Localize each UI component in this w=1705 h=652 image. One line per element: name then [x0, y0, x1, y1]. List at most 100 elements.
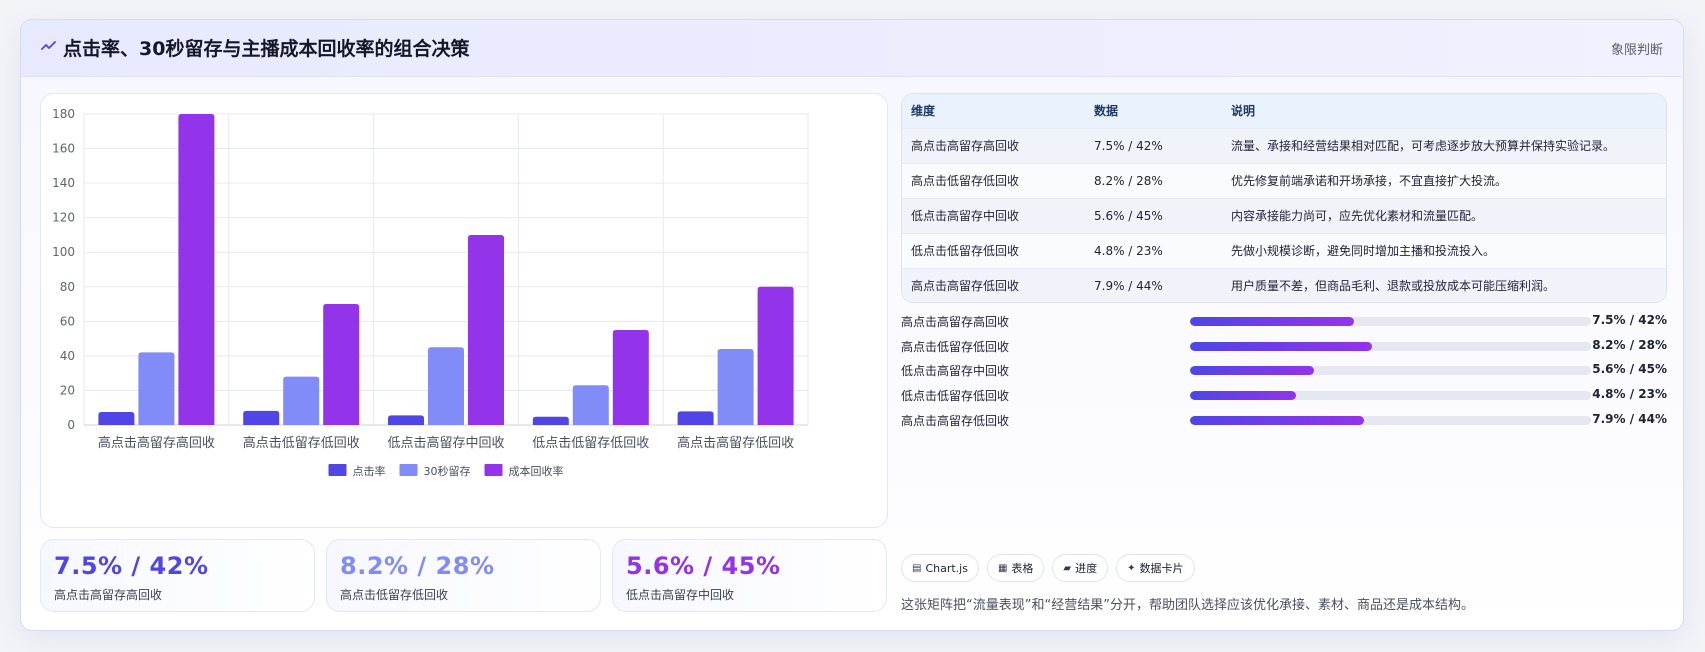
progress-track: [1190, 415, 1591, 425]
table-cell: 高点击低留存低回收: [902, 162, 1085, 198]
table-cell: 5.6% / 45%: [1085, 197, 1222, 233]
stat-card: 7.5% / 42% 高点击高留存高回收: [40, 539, 315, 612]
bar: [572, 385, 609, 425]
table-icon: ▦: [997, 562, 1008, 574]
decision-table: 维度 数据 说明 高点击高留存高回收 7.5% / 42% 流量、承接和经营结果…: [901, 93, 1667, 303]
stat-card: 8.2% / 28% 高点击低留存低回收: [326, 539, 601, 612]
progress-value: 4.8% / 23%: [1592, 387, 1667, 402]
progress-fill: [1190, 341, 1373, 351]
progress-value: 5.6% / 45%: [1592, 362, 1667, 377]
y-tick-label: 180: [52, 107, 75, 121]
progress-track: [1190, 341, 1591, 351]
bar: [428, 347, 464, 425]
stat-label: 低点击高留存中回收: [626, 588, 735, 602]
progress-row: 高点击低留存低回收 8.2% / 28%: [901, 337, 1667, 362]
x-tick-label: 低点击高留存中回收: [387, 435, 504, 451]
progress-fill: [1190, 366, 1315, 376]
legend-swatch: [328, 464, 347, 476]
progress-value: 7.5% / 42%: [1592, 313, 1667, 327]
legend-label: 30秒留存: [424, 464, 471, 478]
table-cell: 4.8% / 23%: [1085, 232, 1222, 268]
stat-value: 5.6% / 45%: [626, 552, 781, 580]
bar: [612, 329, 649, 425]
column-header: 数据: [1094, 104, 1119, 119]
progress-row: 低点击低留存低回收 4.8% / 23%: [901, 386, 1667, 411]
progress-label: 高点击高留存低回收: [901, 413, 1010, 428]
table-row: 高点击高留存高回收 7.5% / 42% 流量、承接和经营结果相对匹配，可考虑逐…: [902, 127, 1666, 163]
chip-row: ▤ Chart.js ▦ 表格 ▰ 进度 ✦ 数据卡片: [901, 554, 1195, 582]
progress-track: [1190, 391, 1591, 401]
table-cell: 8.2% / 28%: [1085, 162, 1222, 198]
table-cell: 7.9% / 44%: [1085, 267, 1222, 302]
legend-label: 成本回收率: [509, 464, 564, 478]
bar: [468, 234, 504, 425]
chip-chartjs[interactable]: ▤ Chart.js: [901, 554, 979, 582]
y-tick-label: 160: [52, 142, 75, 156]
table-cell: 高点击高留存高回收: [902, 127, 1085, 163]
column-header: 维度: [911, 104, 936, 119]
progress-list: 高点击高留存高回收 7.5% / 42% 高点击低留存低回收 8.2% / 28…: [901, 312, 1667, 435]
x-tick-label: 高点击高留存高回收: [98, 435, 215, 451]
table-row: 低点击高留存中回收 5.6% / 45% 内容承接能力尚可，应先优化素材和流量匹…: [902, 197, 1666, 233]
legend-label: 点击率: [353, 464, 386, 478]
chip-label: 表格: [1011, 562, 1034, 575]
table-cell: 低点击低留存低回收: [902, 232, 1085, 268]
trend-line-icon: [41, 41, 56, 50]
chip-label: 数据卡片: [1139, 562, 1184, 575]
progress-row: 高点击高留存高回收 7.5% / 42%: [901, 312, 1667, 337]
stat-value: 8.2% / 28%: [340, 552, 495, 580]
bar: [757, 286, 794, 425]
chip-progress[interactable]: ▰ 进度: [1052, 554, 1109, 582]
card-header: 点击率、30秒留存与主播成本回收率的组合决策 象限判断: [21, 20, 1683, 77]
legend-swatch: [484, 464, 503, 476]
bar-chart: 0 20 40 60 80 100 120 140 160 180 高点击高留存高回收 高点击低留存低…: [52, 107, 809, 478]
bar: [178, 114, 215, 425]
stat-label: 高点击低留存低回收: [340, 588, 449, 602]
stat-card: 5.6% / 45% 低点击高留存中回收: [612, 539, 887, 612]
table-cell: 低点击高留存中回收: [902, 197, 1085, 233]
bar: [532, 416, 569, 425]
progress-label: 低点击低留存低回收: [901, 389, 1010, 404]
chart-panel: 0 20 40 60 80 100 120 140 160 180 高点击高留存高回收 高点击低留存低…: [40, 93, 888, 528]
chip-label: Chart.js: [925, 561, 968, 575]
y-tick-label: 80: [60, 280, 75, 294]
progress-row: 高点击高留存低回收 7.9% / 44%: [901, 411, 1667, 436]
bar: [323, 304, 360, 425]
chip-table[interactable]: ▦ 表格: [986, 554, 1045, 582]
table-cell: 用户质量不差，但商品毛利、退款或投放成本可能压缩利润。: [1222, 267, 1666, 302]
table-cell: 高点击高留存低回收: [902, 267, 1085, 302]
footnote: 这张矩阵把“流量表现”和“经营结果”分开，帮助团队选择应该优化承接、素材、商品还…: [901, 598, 1474, 613]
table-cell: 内容承接能力尚可，应先优化素材和流量匹配。: [1222, 197, 1666, 233]
bar: [138, 352, 175, 425]
dashboard-card: 点击率、30秒留存与主播成本回收率的组合决策 象限判断 0 20 40 60 80 100…: [20, 19, 1684, 631]
x-tick-label: 高点击高留存低回收: [677, 435, 794, 451]
progress-row: 低点击高留存中回收 5.6% / 45%: [901, 361, 1667, 386]
table-row: 高点击高留存低回收 7.9% / 44% 用户质量不差，但商品毛利、退款或投放成…: [902, 267, 1666, 302]
sparkle-icon: ✦: [1127, 562, 1136, 574]
table-header-row: 维度 数据 说明: [902, 94, 1666, 128]
stat-value: 7.5% / 42%: [54, 552, 209, 580]
progress-label: 高点击低留存低回收: [901, 339, 1010, 354]
column-header: 说明: [1231, 104, 1256, 119]
table-cell: 优先修复前端承诺和开场承接，不宜直接扩大投流。: [1222, 162, 1666, 198]
stat-label: 高点击高留存高回收: [54, 588, 163, 602]
progress-fill: [1190, 415, 1365, 425]
bar: [243, 410, 280, 425]
table-cell: 先做小规模诊断，避免同时增加主播和投流投入。: [1222, 232, 1666, 268]
legend-swatch: [399, 464, 418, 476]
progress-fill: [1190, 317, 1355, 326]
y-tick-label: 120: [52, 211, 75, 225]
bar: [677, 411, 714, 425]
chart-icon: ▤: [912, 562, 922, 574]
table-row: 高点击低留存低回收 8.2% / 28% 优先修复前端承诺和开场承接，不宜直接扩…: [902, 162, 1666, 198]
x-tick-label: 低点击低留存低回收: [532, 436, 649, 451]
y-tick-label: 20: [60, 383, 75, 397]
chip-data-card[interactable]: ✦ 数据卡片: [1116, 554, 1195, 582]
x-tick-label: 高点击低留存低回收: [243, 435, 360, 451]
y-tick-label: 100: [52, 245, 75, 259]
bar: [388, 415, 424, 425]
progress-icon: ▰: [1063, 562, 1072, 574]
table-cell: 7.5% / 42%: [1085, 127, 1222, 163]
progress-value: 8.2% / 28%: [1592, 337, 1667, 352]
y-tick-label: 60: [60, 314, 75, 328]
